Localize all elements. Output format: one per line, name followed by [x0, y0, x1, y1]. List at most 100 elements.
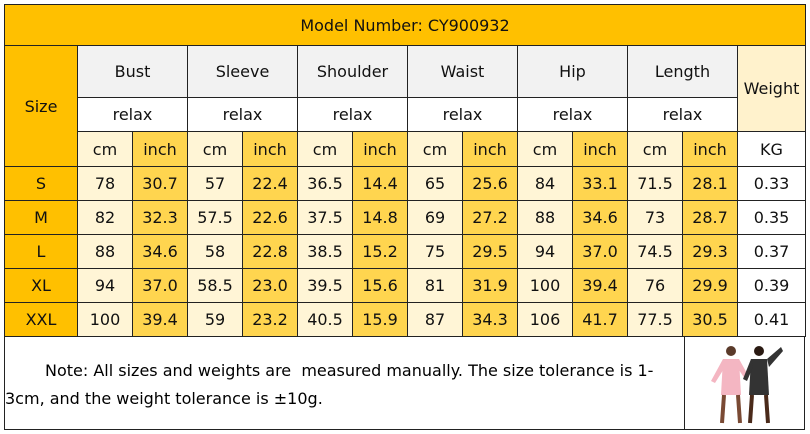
size-cell: S: [4, 166, 78, 201]
value-cell: 87: [407, 302, 463, 337]
value-cell: 15.6: [352, 268, 408, 303]
note: Note: All sizes and weights are measured…: [4, 336, 684, 430]
value-cell: 15.9: [352, 302, 408, 337]
unit-label: cm: [627, 131, 683, 167]
value-cell: 28.1: [682, 166, 738, 201]
value-cell: 84: [517, 166, 573, 201]
value-cell: 39.4: [572, 268, 628, 303]
value-cell: 34.6: [572, 200, 628, 235]
value-cell: 14.4: [352, 166, 408, 201]
fit-label: relax: [187, 97, 298, 132]
value-cell: 94: [517, 234, 573, 269]
weight-cell: 0.35: [737, 200, 806, 235]
value-cell: 38.5: [297, 234, 353, 269]
weight-cell: 0.37: [737, 234, 806, 269]
unit-label: cm: [407, 131, 463, 167]
value-cell: 88: [77, 234, 133, 269]
weight-unit: KG: [737, 131, 806, 167]
value-cell: 22.4: [242, 166, 298, 201]
unit-label: cm: [297, 131, 353, 167]
unit-label: cm: [187, 131, 243, 167]
value-cell: 34.3: [462, 302, 518, 337]
unit-label: inch: [682, 131, 738, 167]
value-cell: 29.5: [462, 234, 518, 269]
value-cell: 39.5: [297, 268, 353, 303]
value-cell: 30.5: [682, 302, 738, 337]
fit-label: relax: [77, 97, 188, 132]
fit-label: relax: [627, 97, 738, 132]
value-cell: 73: [627, 200, 683, 235]
value-cell: 40.5: [297, 302, 353, 337]
value-cell: 71.5: [627, 166, 683, 201]
size-cell: XXL: [4, 302, 78, 337]
product-photo: [684, 336, 805, 430]
value-cell: 31.9: [462, 268, 518, 303]
unit-label: inch: [572, 131, 628, 167]
value-cell: 28.7: [682, 200, 738, 235]
value-cell: 88: [517, 200, 573, 235]
value-cell: 15.2: [352, 234, 408, 269]
value-cell: 81: [407, 268, 463, 303]
value-cell: 59: [187, 302, 243, 337]
value-cell: 82: [77, 200, 133, 235]
value-cell: 77.5: [627, 302, 683, 337]
photo-art: [711, 346, 783, 424]
value-cell: 58.5: [187, 268, 243, 303]
value-cell: 29.3: [682, 234, 738, 269]
weight-cell: 0.39: [737, 268, 806, 303]
value-cell: 37.5: [297, 200, 353, 235]
value-cell: 106: [517, 302, 573, 337]
unit-label: inch: [132, 131, 188, 167]
value-cell: 75: [407, 234, 463, 269]
fit-label: relax: [517, 97, 628, 132]
size-cell: L: [4, 234, 78, 269]
value-cell: 39.4: [132, 302, 188, 337]
unit-label: inch: [242, 131, 298, 167]
measure-header: Hip: [517, 45, 628, 98]
value-cell: 58: [187, 234, 243, 269]
value-cell: 69: [407, 200, 463, 235]
size-cell: XL: [4, 268, 78, 303]
measure-header: Length: [627, 45, 738, 98]
value-cell: 94: [77, 268, 133, 303]
value-cell: 76: [627, 268, 683, 303]
value-cell: 22.6: [242, 200, 298, 235]
weight-header: Weight: [737, 45, 806, 132]
value-cell: 78: [77, 166, 133, 201]
value-cell: 25.6: [462, 166, 518, 201]
value-cell: 65: [407, 166, 463, 201]
measure-header: Waist: [407, 45, 518, 98]
value-cell: 100: [77, 302, 133, 337]
fit-label: relax: [297, 97, 408, 132]
value-cell: 32.3: [132, 200, 188, 235]
value-cell: 33.1: [572, 166, 628, 201]
unit-label: cm: [517, 131, 573, 167]
value-cell: 34.6: [132, 234, 188, 269]
title: Model Number: CY900932: [4, 4, 806, 46]
value-cell: 100: [517, 268, 573, 303]
value-cell: 41.7: [572, 302, 628, 337]
unit-label: cm: [77, 131, 133, 167]
weight-cell: 0.41: [737, 302, 806, 337]
value-cell: 37.0: [132, 268, 188, 303]
measure-header: Sleeve: [187, 45, 298, 98]
value-cell: 30.7: [132, 166, 188, 201]
value-cell: 23.2: [242, 302, 298, 337]
unit-label: inch: [462, 131, 518, 167]
measure-header: Shoulder: [297, 45, 408, 98]
size-header: Size: [4, 45, 78, 167]
value-cell: 14.8: [352, 200, 408, 235]
value-cell: 36.5: [297, 166, 353, 201]
size-cell: M: [4, 200, 78, 235]
fit-label: relax: [407, 97, 518, 132]
value-cell: 23.0: [242, 268, 298, 303]
value-cell: 27.2: [462, 200, 518, 235]
value-cell: 37.0: [572, 234, 628, 269]
value-cell: 74.5: [627, 234, 683, 269]
unit-label: inch: [352, 131, 408, 167]
value-cell: 57: [187, 166, 243, 201]
weight-cell: 0.33: [737, 166, 806, 201]
measure-header: Bust: [77, 45, 188, 98]
value-cell: 57.5: [187, 200, 243, 235]
